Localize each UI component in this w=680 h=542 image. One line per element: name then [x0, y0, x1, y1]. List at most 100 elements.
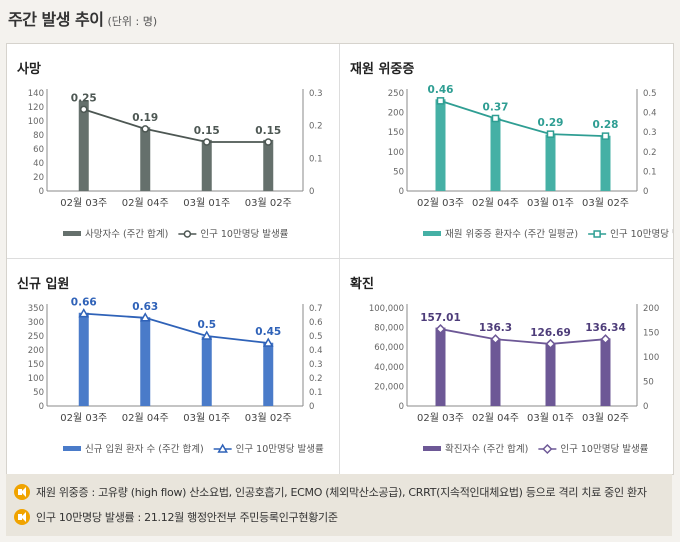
rate-marker [491, 114, 500, 123]
y-left-tick-label: 100 [28, 117, 44, 127]
y-right-tick-label: 0 [643, 187, 648, 197]
y-left-tick-label: 60,000 [374, 343, 404, 353]
y-left-tick-label: 250 [28, 332, 44, 342]
bar [435, 327, 446, 406]
rate-marker [201, 330, 213, 340]
data-label: 0.45 [255, 326, 281, 338]
y-right-tick-label: 0.1 [309, 154, 323, 164]
y-right-tick-label: 0 [643, 402, 648, 412]
chart-hospitalization: 신규 입원 0 50 100 150 200 250 300 350 0 0.1 0.2 0.3 0.4 0… [17, 277, 324, 455]
data-label: 157.01 [420, 312, 461, 324]
y-left-tick-label: 120 [28, 103, 44, 113]
data-label: 0.15 [255, 125, 281, 137]
rate-marker [601, 132, 610, 140]
grid-divider-horizontal [7, 258, 673, 259]
y-left-tick-label: 50 [393, 167, 404, 177]
bar [435, 99, 446, 191]
x-tick-label: 03월 02주 [582, 412, 629, 424]
x-tick-label: 03월 01주 [183, 197, 230, 209]
bar [140, 317, 151, 406]
charts-grid: 사망 0 20 40 60 80 100 120 140 0 0.1 0.2 0.3 02월 03주 02월… [6, 43, 674, 475]
y-right-tick-label: 0.2 [643, 148, 657, 158]
bar [490, 117, 501, 191]
footnote-text: 재원 위중증 : 고유량 (high flow) 산소요법, 인공호흡기, EC… [36, 486, 647, 499]
x-tick-label: 02월 03주 [417, 197, 464, 209]
bar [545, 343, 556, 406]
y-left-tick-label: 200 [388, 109, 404, 119]
y-right-tick-label: 0.6 [309, 318, 323, 328]
chart-deaths: 사망 0 20 40 60 80 100 120 140 0 0.1 0.2 0.3 02월 03주 02월… [17, 61, 323, 240]
y-right-tick-label: 0.7 [309, 304, 323, 314]
legend-bar-label: 사망자수 (주간 합계) [85, 228, 168, 240]
rate-line [440, 99, 606, 138]
footnote-critical: 재원 위중증 : 고유량 (high flow) 산소요법, 인공호흡기, EC… [14, 484, 647, 500]
x-tick-label: 02월 04주 [122, 412, 169, 424]
data-label: 0.19 [132, 112, 158, 124]
chart-title: 사망 [17, 61, 41, 77]
x-tick-label: 02월 03주 [417, 412, 464, 424]
data-label: 0.5 [197, 319, 216, 331]
bar [263, 342, 274, 406]
page-title: 주간 발생 추이 [8, 10, 104, 29]
y-left-tick-label: 300 [28, 318, 44, 328]
x-tick-label: 03월 02주 [245, 412, 292, 424]
legend-line-label: 인구 10만명당 발생률 [610, 229, 673, 240]
rate-marker [545, 338, 556, 349]
y-right-tick-label: 50 [643, 378, 654, 388]
speaker-icon [14, 484, 30, 500]
y-right-tick-label: 150 [643, 329, 659, 339]
y-left-tick-label: 150 [388, 128, 404, 138]
x-tick-label: 03월 01주 [527, 197, 574, 209]
legend-bar-swatch [423, 446, 441, 451]
legend-line-marker [183, 230, 192, 238]
data-label: 0.25 [71, 92, 97, 104]
bar [545, 134, 556, 191]
y-right-tick-label: 0.4 [643, 109, 657, 119]
page-header: 주간 발생 추이 (단위 : 명) [8, 6, 157, 36]
x-tick-label: 02월 03주 [60, 412, 107, 424]
x-tick-label: 02월 04주 [472, 197, 519, 209]
legend-line-label: 인구 10만명당 발생률 [560, 444, 648, 455]
bar [78, 100, 89, 191]
legend-bar-swatch [63, 446, 81, 451]
data-label: 0.63 [132, 301, 158, 313]
y-left-tick-label: 140 [28, 89, 44, 99]
bar [140, 127, 151, 191]
y-left-tick-label: 100 [388, 148, 404, 158]
y-left-tick-label: 0 [399, 402, 404, 412]
y-left-tick-label: 250 [388, 89, 404, 99]
chart-title: 재원 위중증 [350, 62, 414, 77]
legend-bar-swatch [63, 231, 81, 236]
x-tick-label: 02월 04주 [122, 197, 169, 209]
rate-marker [490, 334, 501, 345]
data-label: 0.37 [483, 101, 509, 113]
chart-confirmed: 확진 0 20,000 40,000 60,000 80,000 100,000 0 50 100… [350, 276, 659, 455]
y-right-tick-label: 0.4 [309, 346, 323, 356]
y-left-tick-label: 50 [33, 388, 44, 398]
x-tick-label: 02월 03주 [60, 197, 107, 209]
data-label: 136.3 [479, 322, 512, 334]
footnote-rate: 인구 10만명당 발생률 : 21.12월 행정안전부 주민등록인구현황기준 [14, 509, 338, 525]
y-right-tick-label: 0.1 [309, 388, 323, 398]
y-right-tick-label: 0 [309, 187, 314, 197]
unit-label: (단위 : 명) [107, 15, 158, 28]
legend-bar-label: 신규 입원 환자 수 (주간 합계) [85, 443, 204, 455]
y-right-tick-label: 0.5 [643, 89, 657, 99]
y-left-tick-label: 0 [39, 402, 44, 412]
rate-line [83, 312, 269, 344]
data-label: 126.69 [530, 327, 571, 339]
bar [201, 336, 212, 406]
legend-bar-label: 확진자수 (주간 합계) [445, 443, 528, 455]
data-label: 0.15 [194, 125, 220, 137]
x-tick-label: 03월 01주 [527, 412, 574, 424]
rate-marker [80, 105, 88, 114]
y-right-tick-label: 0.5 [309, 332, 323, 342]
y-right-tick-label: 0.1 [643, 167, 657, 177]
x-tick-label: 02월 04주 [472, 412, 519, 424]
legend-line-marker [593, 230, 601, 238]
y-left-tick-label: 350 [28, 304, 44, 314]
rate-line [440, 328, 606, 345]
y-right-tick-label: 100 [643, 353, 659, 363]
bar [201, 139, 212, 191]
y-right-tick-label: 0.3 [643, 128, 657, 138]
